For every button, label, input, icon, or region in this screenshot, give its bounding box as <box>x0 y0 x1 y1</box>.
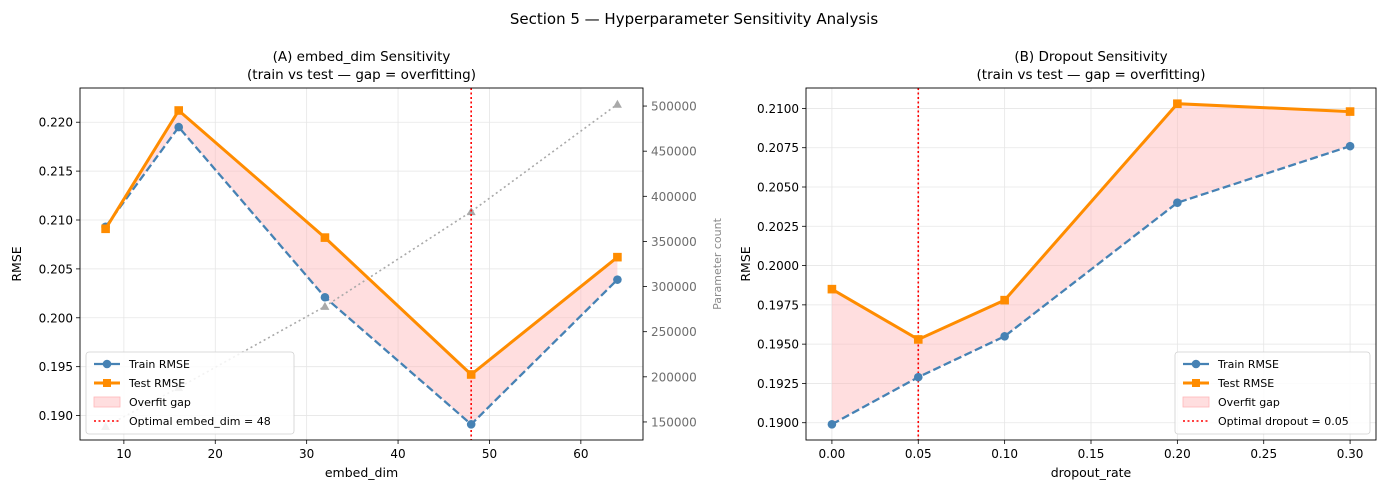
legend-test-marker <box>103 379 111 387</box>
legend: Train RMSE Test RMSE Overfit gap Optimal dr… <box>1174 351 1371 435</box>
x-tick-label: 60 <box>573 447 588 461</box>
train-rmse-point <box>913 372 923 382</box>
y2-tick-label: 300000 <box>651 280 697 294</box>
y-tick-label: 0.2025 <box>757 220 799 234</box>
y-tick-label: 0.1925 <box>757 377 799 391</box>
y-tick-label: 0.2100 <box>757 102 799 116</box>
train-rmse-point <box>466 420 476 429</box>
legend-box <box>85 351 295 435</box>
y2-tick-label: 150000 <box>651 415 697 429</box>
train-rmse-point <box>613 275 622 284</box>
y2-tick-label: 500000 <box>651 100 697 114</box>
y-tick-label: 0.190 <box>39 409 73 423</box>
legend: Train RMSE Test RMSE Overfit gap Optimal em… <box>85 351 295 435</box>
y-tick-label: 0.210 <box>39 214 73 228</box>
legend-label: Train RMSE <box>128 358 190 371</box>
x-tick-label: 10 <box>116 447 131 461</box>
y2-tick-label: 350000 <box>651 235 697 249</box>
legend-gap-handle <box>93 396 121 408</box>
y-axis-label: RMSE <box>9 246 24 281</box>
train-rmse-line <box>831 145 1351 426</box>
x-tick-label: 0.30 <box>1337 447 1364 461</box>
x-tick-label: 0.05 <box>905 447 932 461</box>
test-rmse-point <box>1345 107 1355 116</box>
y2-tick-label: 250000 <box>651 325 697 339</box>
legend-label: Overfit gap <box>1218 396 1280 409</box>
y-tick-label: 0.200 <box>39 311 73 325</box>
train-rmse-point <box>174 122 184 132</box>
y-tick-label: 0.215 <box>39 165 73 179</box>
x-tick-label: 0.10 <box>991 447 1018 461</box>
train-rmse-point <box>1345 141 1355 151</box>
y-tick-label: 0.2075 <box>757 141 799 155</box>
legend-test-marker <box>1192 379 1200 387</box>
test-rmse-point <box>1000 295 1009 305</box>
y-axis-label: RMSE <box>738 246 753 281</box>
y2-tick-label: 450000 <box>651 145 697 159</box>
legend-label: Overfit gap <box>129 396 191 409</box>
x-tick-label: 40 <box>390 447 405 461</box>
y-tick-label: 0.195 <box>39 360 73 374</box>
x-tick-label: 0.25 <box>1250 447 1277 461</box>
y-tick-label: 0.220 <box>39 116 73 130</box>
y-tick-label: 0.2000 <box>757 259 799 273</box>
panel-b-dropout: 0.00 0.05 0.10 0.15 0.20 0.25 0.30 0.1900 0.1925… <box>738 49 1377 480</box>
train-rmse-point <box>320 292 330 302</box>
panel-title: (B) Dropout Sensitivity <box>1014 49 1167 65</box>
x-axis-label: dropout_rate <box>1051 465 1132 480</box>
overfit-gap-area <box>831 103 1351 425</box>
x-tick-label: 0.20 <box>1164 447 1191 461</box>
x-tick-label: 20 <box>208 447 223 461</box>
y-tick-label: 0.1975 <box>757 298 799 312</box>
axes-frame <box>79 87 644 441</box>
test-rmse-point <box>101 224 110 234</box>
panel-subtitle: (train vs test — gap = overfitting) <box>977 67 1206 83</box>
panel-title: (A) embed_dim Sensitivity <box>273 49 451 65</box>
test-rmse-point <box>827 284 837 294</box>
param-count-point <box>320 301 330 310</box>
param-count-point <box>612 99 622 108</box>
x-tick-label: 50 <box>482 447 497 461</box>
test-rmse-point <box>613 252 622 262</box>
train-rmse-point <box>1000 331 1009 341</box>
x-tick-label: 30 <box>299 447 314 461</box>
test-rmse-point <box>913 335 923 344</box>
panel-subtitle: (train vs test — gap = overfitting) <box>247 67 476 83</box>
y2-tick-label: 200000 <box>651 370 697 384</box>
legend-train-marker <box>102 359 112 369</box>
y-tick-label: 0.1900 <box>757 416 799 430</box>
test-rmse-point <box>174 106 184 115</box>
legend-label: Train RMSE <box>1217 358 1279 371</box>
y-tick-label: 0.1950 <box>757 338 799 352</box>
legend-box <box>1174 351 1371 435</box>
panel-a-embed-dim: 150000 200000 250000 300000 350000 400000 4500… <box>9 49 724 480</box>
x-tick-label: 0.00 <box>819 447 846 461</box>
test-rmse-point <box>320 233 330 242</box>
y-tick-label: 0.205 <box>39 262 73 276</box>
legend-label: Optimal embed_dim = 48 <box>129 415 271 428</box>
y2-tick-label: 400000 <box>651 190 697 204</box>
legend-train-marker <box>1191 359 1201 369</box>
y-tick-label: 0.2050 <box>757 181 799 195</box>
y2-axis-label: Parameter count <box>711 217 724 309</box>
test-rmse-point <box>1173 99 1182 109</box>
test-rmse-point <box>466 370 476 379</box>
legend-label: Test RMSE <box>128 377 185 390</box>
x-tick-label: 0.15 <box>1078 447 1105 461</box>
x-axis-label: embed_dim <box>325 465 398 480</box>
legend-label: Optimal dropout = 0.05 <box>1218 415 1349 428</box>
train-rmse-point <box>1173 198 1182 208</box>
figure-title: Section 5 — Hyperparameter Sensitivity A… <box>510 10 878 28</box>
legend-label: Test RMSE <box>1217 377 1274 390</box>
overfit-gap-area <box>105 110 618 425</box>
train-rmse-point <box>827 419 837 429</box>
legend-gap-handle <box>1182 396 1210 408</box>
